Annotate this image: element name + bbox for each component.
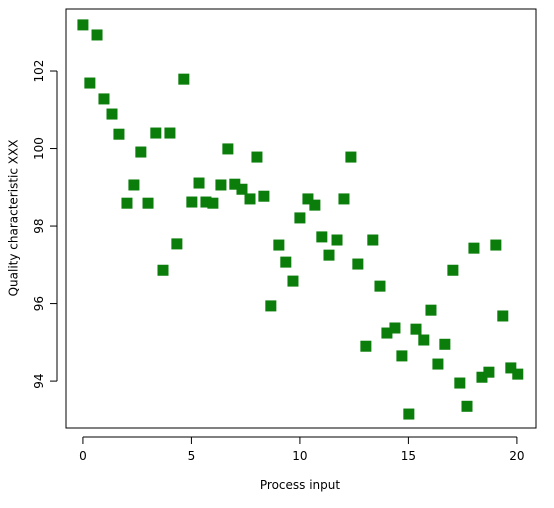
data-point bbox=[468, 242, 480, 254]
data-point bbox=[258, 190, 270, 202]
data-point bbox=[345, 151, 357, 163]
data-point bbox=[171, 238, 183, 250]
data-point bbox=[323, 249, 335, 261]
x-tick-label: 0 bbox=[79, 449, 87, 463]
data-point bbox=[331, 234, 343, 246]
data-point bbox=[309, 199, 321, 211]
data-point bbox=[178, 73, 190, 85]
data-point bbox=[374, 280, 386, 292]
data-point bbox=[432, 358, 444, 370]
data-point bbox=[215, 179, 227, 191]
data-point bbox=[367, 234, 379, 246]
data-point bbox=[84, 77, 96, 89]
y-tick-label: 96 bbox=[32, 296, 46, 311]
y-tick-label: 94 bbox=[32, 373, 46, 388]
data-point bbox=[157, 264, 169, 276]
data-point bbox=[106, 108, 118, 120]
data-point bbox=[287, 275, 299, 287]
data-point bbox=[222, 143, 234, 155]
data-point bbox=[410, 323, 422, 335]
data-point bbox=[497, 310, 509, 322]
data-point bbox=[352, 258, 364, 270]
data-point bbox=[439, 338, 451, 350]
data-point bbox=[490, 239, 502, 251]
data-point bbox=[447, 264, 459, 276]
data-point bbox=[454, 377, 466, 389]
data-point bbox=[505, 362, 517, 374]
data-point bbox=[113, 128, 125, 140]
data-point bbox=[316, 231, 328, 243]
data-point bbox=[294, 212, 306, 224]
data-point bbox=[244, 193, 256, 205]
data-point bbox=[164, 127, 176, 139]
data-point bbox=[193, 177, 205, 189]
data-point bbox=[207, 197, 219, 209]
data-point bbox=[403, 408, 415, 420]
data-point bbox=[425, 304, 437, 316]
x-tick-label: 10 bbox=[292, 449, 307, 463]
data-point bbox=[98, 93, 110, 105]
x-tick-label: 5 bbox=[188, 449, 196, 463]
x-tick-label: 15 bbox=[401, 449, 416, 463]
y-tick-label: 98 bbox=[32, 218, 46, 233]
data-point bbox=[302, 193, 314, 205]
data-point bbox=[265, 300, 277, 312]
data-point bbox=[121, 197, 133, 209]
data-point bbox=[418, 334, 430, 346]
data-point bbox=[251, 151, 263, 163]
data-point bbox=[381, 327, 393, 339]
data-point bbox=[338, 193, 350, 205]
data-point bbox=[461, 400, 473, 412]
x-tick-label: 20 bbox=[509, 449, 524, 463]
data-point bbox=[512, 368, 524, 380]
data-point bbox=[142, 197, 154, 209]
data-point bbox=[128, 179, 140, 191]
data-point bbox=[483, 366, 495, 378]
x-axis-label: Process input bbox=[260, 478, 340, 492]
y-axis-label: Quality characteristic XXX bbox=[7, 140, 21, 297]
plot-frame bbox=[65, 8, 537, 429]
data-point bbox=[91, 29, 103, 41]
data-point bbox=[135, 146, 147, 158]
y-tick-label: 102 bbox=[32, 60, 46, 83]
data-point bbox=[280, 256, 292, 268]
data-point bbox=[236, 183, 248, 195]
data-point bbox=[360, 340, 372, 352]
data-point bbox=[186, 196, 198, 208]
data-point bbox=[200, 196, 212, 208]
data-point bbox=[273, 239, 285, 251]
data-point bbox=[389, 322, 401, 334]
y-tick-label: 100 bbox=[32, 137, 46, 160]
data-point bbox=[150, 127, 162, 139]
data-point bbox=[396, 350, 408, 362]
data-point bbox=[476, 371, 488, 383]
data-point bbox=[229, 178, 241, 190]
data-point bbox=[77, 19, 89, 31]
